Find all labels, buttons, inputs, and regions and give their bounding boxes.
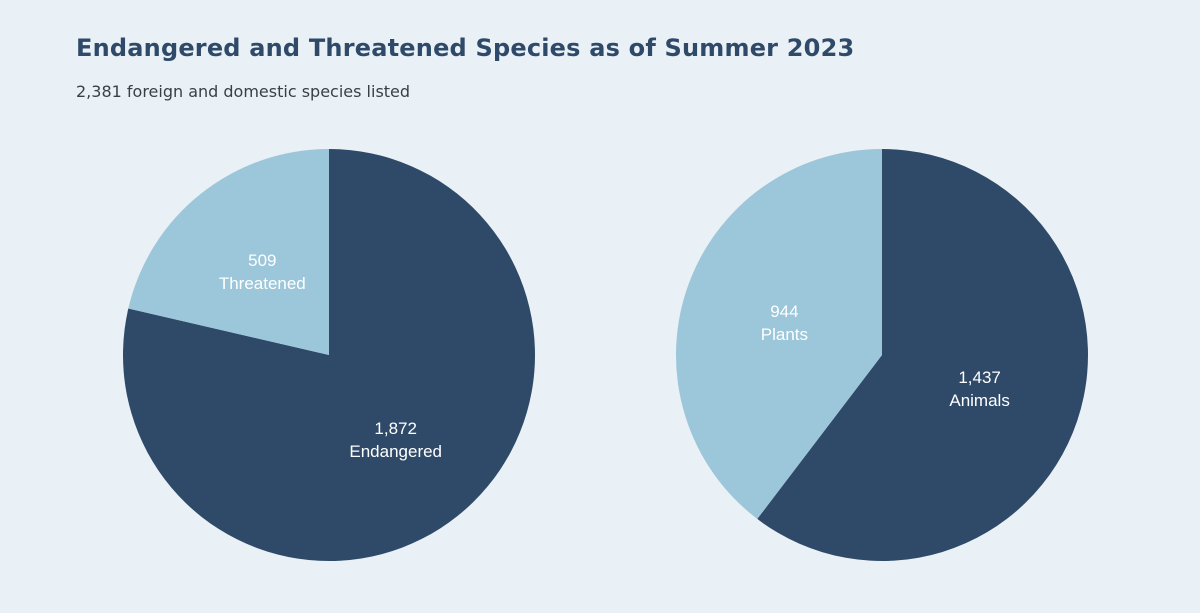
slice-label-animals: Animals	[949, 391, 1009, 410]
pie-slice-endangered	[122, 149, 535, 561]
slice-label-endangered: Endangered	[349, 442, 442, 461]
pie-chart-kingdom: 1,437 Animals 944 Plants	[676, 149, 1089, 561]
chart-subtitle: 2,381 foreign and domestic species liste…	[76, 82, 411, 101]
pie-chart-status: 1,872 Endangered 509 Threatened	[122, 149, 535, 561]
slice-label-plants: Plants	[761, 325, 808, 344]
slice-value-threatened: 509	[248, 251, 276, 270]
slice-label-threatened: Threatened	[219, 274, 306, 293]
pie-slice-plants	[676, 149, 882, 519]
pie-slice-threatened	[128, 149, 329, 355]
chart-title: Endangered and Threatened Species as of …	[76, 34, 855, 62]
slice-value-animals: 1,437	[958, 368, 1001, 387]
slice-value-plants: 944	[770, 302, 798, 321]
slice-value-endangered: 1,872	[374, 419, 417, 438]
pie-slice-animals	[757, 149, 1089, 561]
